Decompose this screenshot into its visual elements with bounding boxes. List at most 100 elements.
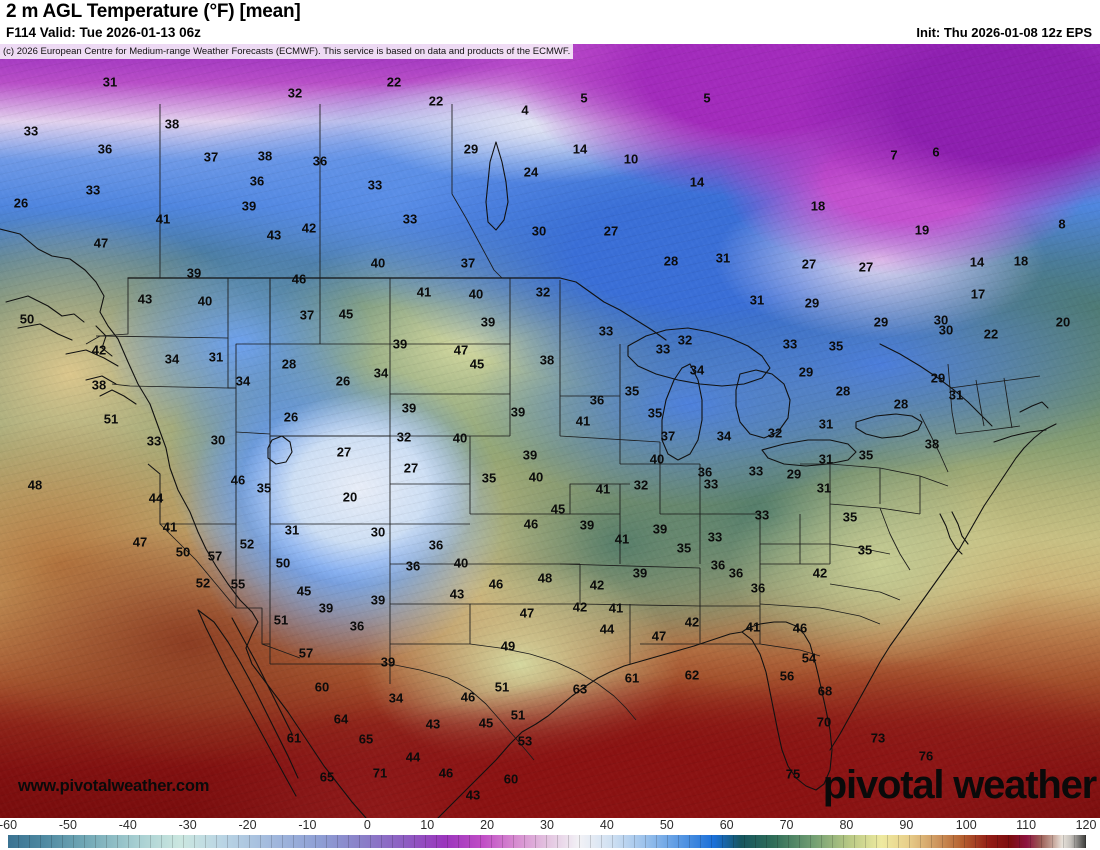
temperature-label: 41	[595, 481, 611, 497]
temperature-label: 35	[828, 338, 844, 354]
temperature-label: 46	[291, 271, 307, 287]
map-canvas[interactable]: 31 33 36 38 22 22 4 5 5 32 33 37 38 36 29 14 10 7 6 24 14 36 3…	[0, 44, 1100, 818]
colorbar-tick: 20	[480, 818, 495, 832]
temperature-label: 36	[750, 580, 766, 596]
temperature-label: 47	[519, 605, 535, 621]
temperature-label: 63	[572, 681, 588, 697]
temperature-label: 41	[155, 211, 171, 227]
temperature-label: 39	[186, 265, 202, 281]
temperature-label: 34	[235, 373, 251, 389]
temperature-label: 37	[660, 428, 676, 444]
temperature-label: 39	[370, 592, 386, 608]
temperature-label: 55	[230, 576, 246, 592]
temperature-label: 45	[296, 583, 312, 599]
init-time-label: Init: Thu 2026-01-08 12z EPS	[916, 25, 1092, 40]
temperature-label: 14	[572, 141, 588, 157]
temperature-label: 8	[1058, 216, 1066, 232]
temperature-label: 14	[689, 174, 705, 190]
temperature-label: 30	[938, 322, 954, 338]
temperature-label: 36	[697, 464, 713, 480]
temperature-label: 18	[1013, 253, 1029, 269]
temperature-label: 50	[19, 311, 35, 327]
temperature-label: 41	[162, 519, 178, 535]
temperature-label: 39	[380, 654, 396, 670]
temperature-label: 36	[728, 565, 744, 581]
temperature-label: 43	[137, 291, 153, 307]
temperature-label: 40	[528, 469, 544, 485]
temperature-label: 42	[301, 220, 317, 236]
temperature-label: 65	[358, 731, 374, 747]
temperature-label: 43	[266, 227, 282, 243]
colorbar-tick: -10	[298, 818, 317, 832]
temperature-label: 52	[239, 536, 255, 552]
temperature-label: 36	[349, 618, 365, 634]
temperature-label: 31	[102, 74, 118, 90]
station-labels-layer: 31 33 36 38 22 22 4 5 5 32 33 37 38 36 29 14 10 7 6 24 14 36 3…	[0, 44, 1100, 818]
temperature-label: 35	[858, 447, 874, 463]
colorbar-tick: -60	[0, 818, 18, 832]
temperature-label: 35	[647, 405, 663, 421]
temperature-label: 39	[392, 336, 408, 352]
temperature-label: 51	[103, 411, 119, 427]
colorbar-tick: 40	[599, 818, 614, 832]
temperature-label: 41	[608, 600, 624, 616]
colorbar-gradient	[8, 835, 1086, 848]
colorbar-tick: 100	[955, 818, 977, 832]
temperature-label: 40	[468, 286, 484, 302]
temperature-label: 48	[27, 477, 43, 493]
temperature-label: 61	[286, 730, 302, 746]
temperature-label: 33	[23, 123, 39, 139]
temperature-label: 38	[91, 377, 107, 393]
temperature-label: 46	[460, 689, 476, 705]
temperature-label: 33	[707, 529, 723, 545]
temperature-label: 39	[480, 314, 496, 330]
temperature-label: 47	[453, 342, 469, 358]
temperature-label: 27	[603, 223, 619, 239]
temperature-label: 52	[195, 575, 211, 591]
temperature-label: 18	[810, 198, 826, 214]
temperature-label: 70	[816, 714, 832, 730]
temperature-label: 29	[463, 141, 479, 157]
brand-watermark: pivotal weather	[822, 763, 1097, 807]
temperature-label: 57	[207, 548, 223, 564]
temperature-label: 41	[575, 413, 591, 429]
temperature-label: 28	[893, 396, 909, 412]
temperature-label: 29	[804, 295, 820, 311]
temperature-label: 76	[918, 748, 934, 764]
temperature-label: 50	[275, 555, 291, 571]
temperature-label: 29	[930, 370, 946, 386]
temperature-label: 31	[948, 387, 964, 403]
temperature-label: 62	[684, 667, 700, 683]
temperature-label: 28	[281, 356, 297, 372]
temperature-label: 46	[792, 620, 808, 636]
temperature-label: 20	[342, 489, 358, 505]
temperature-label: 45	[338, 306, 354, 322]
temperature-label: 46	[438, 765, 454, 781]
temperature-label: 33	[703, 476, 719, 492]
temperature-label: 39	[522, 447, 538, 463]
colorbar-tick: 50	[659, 818, 674, 832]
temperature-label: 19	[914, 222, 930, 238]
temperature-label: 33	[655, 341, 671, 357]
temperature-label: 32	[535, 284, 551, 300]
temperature-label: 26	[283, 409, 299, 425]
temperature-label: 57	[298, 645, 314, 661]
temperature-label: 47	[132, 534, 148, 550]
temperature-label: 47	[93, 235, 109, 251]
temperature-label: 53	[517, 733, 533, 749]
temperature-label: 29	[798, 364, 814, 380]
temperature-label: 29	[873, 314, 889, 330]
temperature-label: 27	[801, 256, 817, 272]
temperature-label: 41	[416, 284, 432, 300]
temperature-label: 35	[256, 480, 272, 496]
temperature-label: 33	[748, 463, 764, 479]
temperature-label: 14	[969, 254, 985, 270]
temperature-label: 32	[767, 425, 783, 441]
temperature-label: 4	[521, 102, 529, 118]
temperature-label: 31	[749, 292, 765, 308]
temperature-label: 49	[500, 638, 516, 654]
geography-overlay	[0, 104, 1057, 818]
temperature-label: 39	[318, 600, 334, 616]
temperature-label: 33	[85, 182, 101, 198]
